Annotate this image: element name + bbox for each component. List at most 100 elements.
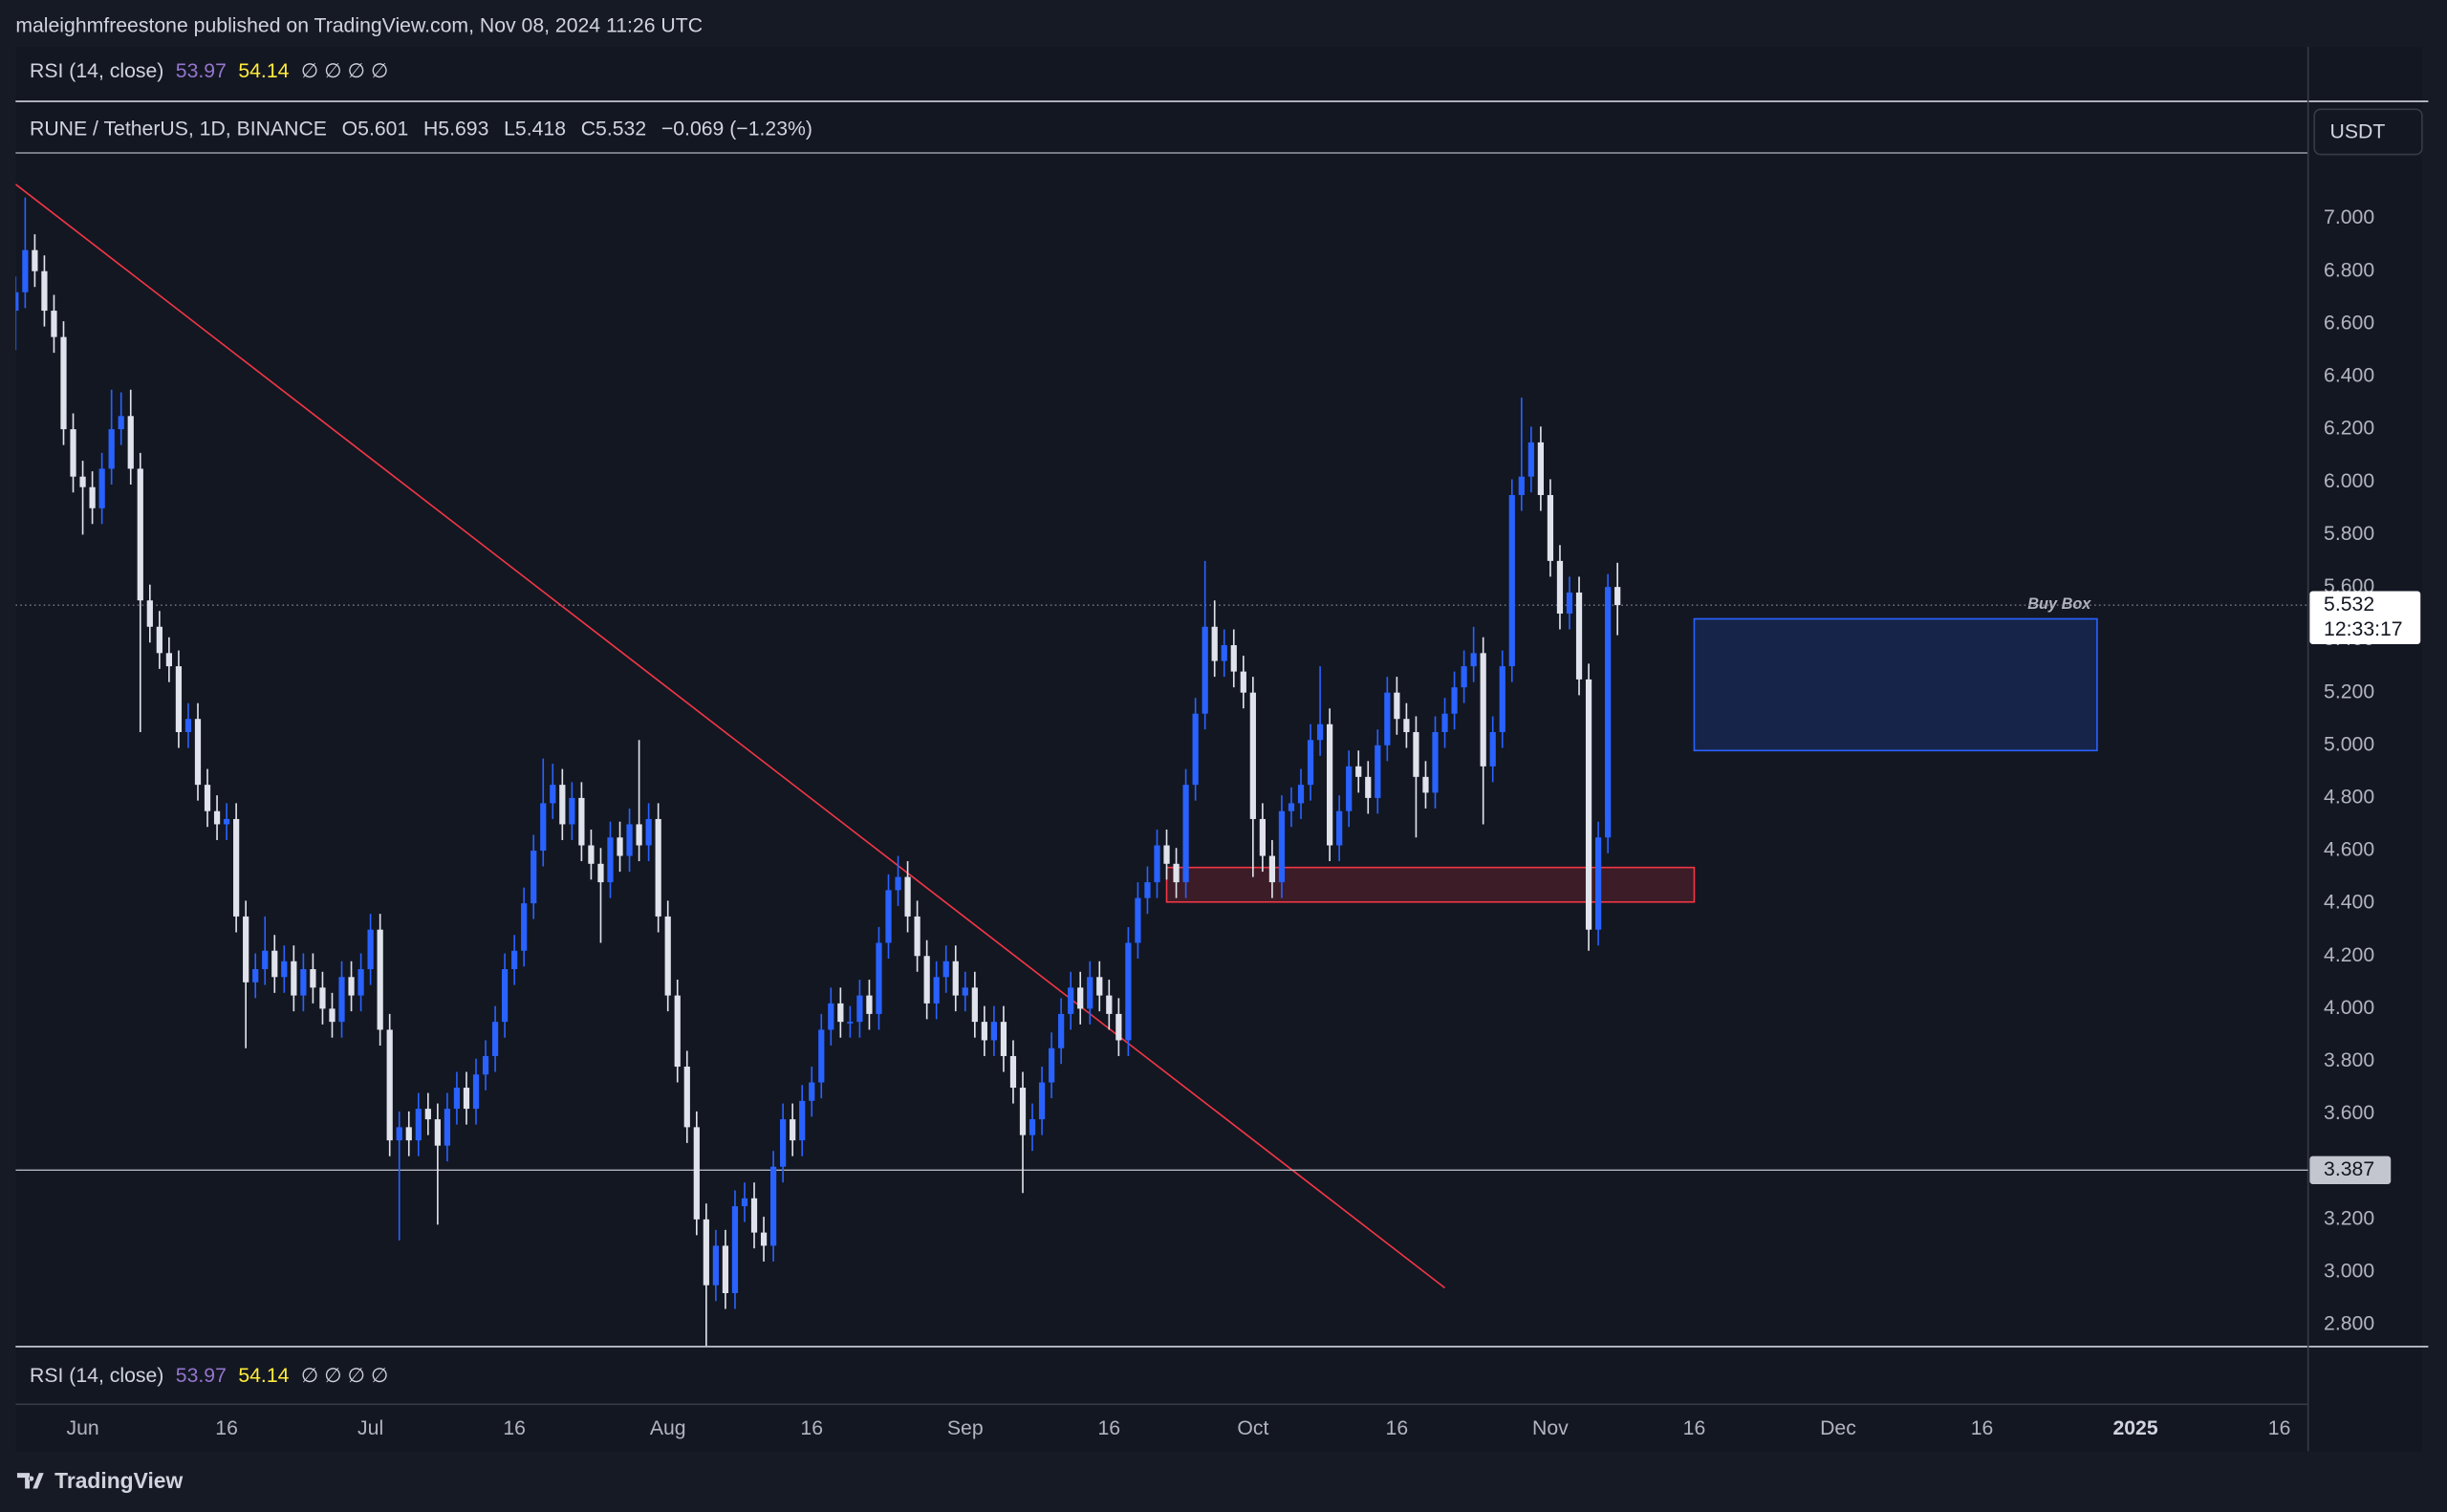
- candle-body: [1144, 882, 1151, 898]
- candle-body: [1585, 679, 1592, 930]
- candle-body: [799, 1100, 806, 1141]
- candle-body: [1384, 692, 1391, 745]
- candle-body: [127, 416, 134, 469]
- legend-close: 5.532: [596, 118, 646, 140]
- legend-prefix: C: [581, 118, 596, 140]
- candle-body: [252, 969, 259, 983]
- x-tick-label: Jul: [357, 1417, 383, 1439]
- candle-body: [70, 429, 76, 477]
- candle-body: [1480, 653, 1486, 767]
- candle-body: [213, 810, 221, 825]
- candle-body: [165, 653, 172, 667]
- candle-body: [1327, 724, 1333, 846]
- indicator-label: RSI (14, close): [30, 1365, 163, 1387]
- candle-body: [981, 1022, 987, 1041]
- y-tick-label: 5.800: [2324, 523, 2374, 545]
- candle-body: [1125, 942, 1132, 1041]
- candle-body: [1336, 810, 1343, 846]
- candle-body: [1489, 732, 1496, 767]
- candle-body: [204, 785, 211, 811]
- candle-body: [1154, 845, 1160, 883]
- candle-body: [223, 818, 230, 825]
- candle-body: [1575, 592, 1583, 680]
- candle-body: [674, 995, 681, 1067]
- y-tick-label: 3.600: [2324, 1102, 2374, 1124]
- candle-body: [502, 969, 509, 1023]
- candle-body: [1518, 476, 1525, 495]
- candle-body: [98, 468, 105, 508]
- x-tick-label: 16: [503, 1417, 526, 1439]
- candle-body: [750, 1198, 758, 1233]
- last-price-label: 5.532: [2324, 594, 2374, 616]
- candle-body: [1240, 671, 1246, 693]
- candle-body: [444, 1109, 451, 1146]
- candle-body: [1106, 995, 1113, 1014]
- currency-label[interactable]: USDT: [2330, 120, 2386, 142]
- x-tick-label: Jun: [66, 1417, 98, 1439]
- candle-body: [990, 1022, 998, 1041]
- candle-body: [521, 903, 528, 951]
- y-tick-label: 2.800: [2324, 1313, 2374, 1335]
- candle-body: [597, 863, 604, 883]
- x-tick-label: Sep: [947, 1417, 984, 1439]
- candle-body: [933, 977, 940, 1004]
- candle-body: [89, 486, 96, 508]
- candle-body: [866, 995, 873, 1014]
- candle-body: [482, 1055, 489, 1075]
- candle-body: [1594, 837, 1602, 930]
- zone: [1693, 617, 2098, 752]
- y-tick-label: 6.600: [2324, 312, 2374, 334]
- candle-body: [1375, 745, 1381, 798]
- legend-high: 5.693: [438, 118, 488, 140]
- candle-body: [1508, 494, 1515, 667]
- candle-body: [1451, 687, 1458, 714]
- x-tick-label: 16: [1098, 1417, 1121, 1439]
- candle-body: [233, 818, 240, 917]
- candle-body: [41, 270, 48, 312]
- plot: Buy Box: [15, 184, 2308, 1347]
- candle-body: [396, 1127, 402, 1141]
- candle-body: [377, 929, 383, 1030]
- candle-body: [588, 845, 595, 864]
- y-tick-label: 4.200: [2324, 944, 2374, 966]
- candle-body: [51, 311, 57, 337]
- zone-label: Buy Box: [2027, 595, 2091, 613]
- chart-area: [15, 46, 2422, 1452]
- candle-body: [300, 969, 307, 996]
- candle-body: [636, 824, 642, 846]
- x-tick-label: Oct: [1237, 1417, 1268, 1439]
- candle-body: [1297, 785, 1305, 804]
- candle-body: [1413, 732, 1419, 777]
- candle-body: [731, 1206, 739, 1293]
- candle-body: [1605, 587, 1612, 838]
- candle-body: [1029, 1119, 1036, 1135]
- candle-body: [741, 1198, 748, 1207]
- candle-body: [1135, 897, 1141, 943]
- candle-body: [904, 876, 911, 917]
- candle-body: [472, 1074, 480, 1110]
- currency-button[interactable]: [2313, 108, 2423, 156]
- candle-body: [22, 249, 29, 292]
- candle-body: [1432, 732, 1439, 793]
- y-tick-label: 6.000: [2324, 470, 2374, 492]
- indicator-icons: ∅ ∅ ∅ ∅: [301, 60, 389, 82]
- indicator-value: 54.14: [238, 60, 289, 82]
- candle-body: [607, 837, 614, 883]
- candle-body: [1403, 719, 1410, 733]
- candle-body: [1000, 1022, 1007, 1056]
- candle-body: [531, 851, 537, 904]
- x-tick-label: 16: [800, 1417, 823, 1439]
- horizontal-line-label: 3.387: [2324, 1158, 2374, 1180]
- candle-body: [1355, 766, 1362, 777]
- candle-body: [281, 961, 288, 978]
- candle-body: [1527, 442, 1534, 477]
- candle-body: [885, 890, 892, 943]
- candle-body: [1422, 776, 1429, 793]
- candle-body: [405, 1127, 412, 1141]
- candle-body: [1202, 626, 1208, 714]
- candle-body: [1365, 776, 1372, 798]
- candle-body: [1068, 987, 1074, 1014]
- x-tick-label: 16: [1386, 1417, 1409, 1439]
- candle-body: [463, 1088, 470, 1110]
